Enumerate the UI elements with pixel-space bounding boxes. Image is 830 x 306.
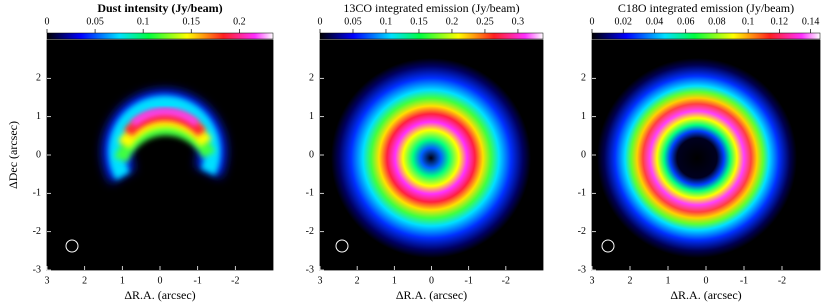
colorbar-tick-label: 0.02 (614, 16, 632, 27)
x-tick-label: 1 (392, 275, 397, 286)
colorbar-tick-label: 0.15 (410, 16, 428, 27)
y-tick-label: 1 (36, 111, 41, 122)
colorbar-tick-label: 0.05 (344, 16, 362, 27)
x-tick-label: 3 (590, 275, 595, 286)
panel-title: C18O integrated emission (Jy/beam) (618, 1, 794, 15)
x-tick-label: 2 (355, 275, 360, 286)
x-tick-label: 1 (666, 275, 671, 286)
x-axis-label: ΔR.A. (arcsec) (396, 288, 467, 302)
x-tick-label: -1 (193, 275, 201, 286)
y-tick-label: -1 (33, 188, 41, 199)
colorbar-tick-label: 0.04 (646, 16, 664, 27)
colorbar-tick-label: 0.06 (677, 16, 695, 27)
map-image (592, 40, 820, 270)
colorbar-tick-label: 0.3 (512, 16, 525, 27)
x-tick-label: 0 (704, 275, 709, 286)
x-axis-label: ΔR.A. (arcsec) (670, 288, 741, 302)
colorbar-tick-label: 0.2 (446, 16, 459, 27)
x-tick-label: 2 (82, 275, 87, 286)
y-axis-label: ΔDec (arcsec) (6, 121, 20, 189)
y-tick-label: 1 (581, 111, 586, 122)
colorbar-tick-label: 0.08 (708, 16, 726, 27)
x-axis-label: ΔR.A. (arcsec) (124, 288, 195, 302)
y-tick-label: 2 (36, 73, 41, 84)
colorbar-tick-label: 0.14 (802, 16, 820, 27)
y-tick-label: 1 (309, 111, 314, 122)
x-tick-label: 0 (158, 275, 163, 286)
x-tick-label: 2 (628, 275, 633, 286)
panel-title: Dust intensity (Jy/beam) (97, 1, 222, 15)
colorbar-tick-label: 0.25 (476, 16, 494, 27)
colorbar (46, 32, 274, 40)
y-tick-label: 2 (309, 73, 314, 84)
colorbar-tick-label: 0.2 (233, 16, 246, 27)
x-tick-label: 1 (120, 275, 125, 286)
map-image (320, 40, 543, 270)
y-tick-label: 2 (581, 73, 586, 84)
y-tick-label: -2 (578, 226, 586, 237)
colorbar-tick-label: 0 (318, 16, 323, 27)
x-tick-label: -2 (778, 275, 786, 286)
colorbar-tick-label: 0.15 (183, 16, 201, 27)
colorbar-tick-label: 0.1 (380, 16, 393, 27)
y-tick-label: 0 (36, 149, 41, 160)
colorbar-tick-label: 0.12 (771, 16, 789, 27)
y-tick-label: 0 (581, 149, 586, 160)
x-tick-label: -2 (231, 275, 239, 286)
colorbar-tick-label: 0 (45, 16, 50, 27)
colorbar-tick-label: 0.05 (86, 16, 104, 27)
colorbar-tick-label: 0 (590, 16, 595, 27)
x-tick-label: -1 (740, 275, 748, 286)
map-image (47, 40, 273, 270)
y-tick-label: -1 (306, 188, 314, 199)
y-tick-label: 0 (309, 149, 314, 160)
y-tick-label: -2 (306, 226, 314, 237)
x-tick-label: -2 (502, 275, 510, 286)
y-tick-label: -3 (33, 264, 41, 275)
y-tick-label: -3 (578, 264, 586, 275)
x-tick-label: 3 (45, 275, 50, 286)
x-tick-label: 3 (318, 275, 323, 286)
colorbar (319, 32, 544, 40)
y-tick-label: -3 (306, 264, 314, 275)
x-tick-label: -1 (464, 275, 472, 286)
colorbar-tick-label: 0.1 (742, 16, 755, 27)
x-tick-label: 0 (429, 275, 434, 286)
y-tick-label: -1 (578, 188, 586, 199)
y-tick-label: -2 (33, 226, 41, 237)
colorbar (591, 32, 821, 40)
panel-title: 13CO integrated emission (Jy/beam) (343, 1, 519, 15)
colorbar-tick-label: 0.1 (137, 16, 150, 27)
